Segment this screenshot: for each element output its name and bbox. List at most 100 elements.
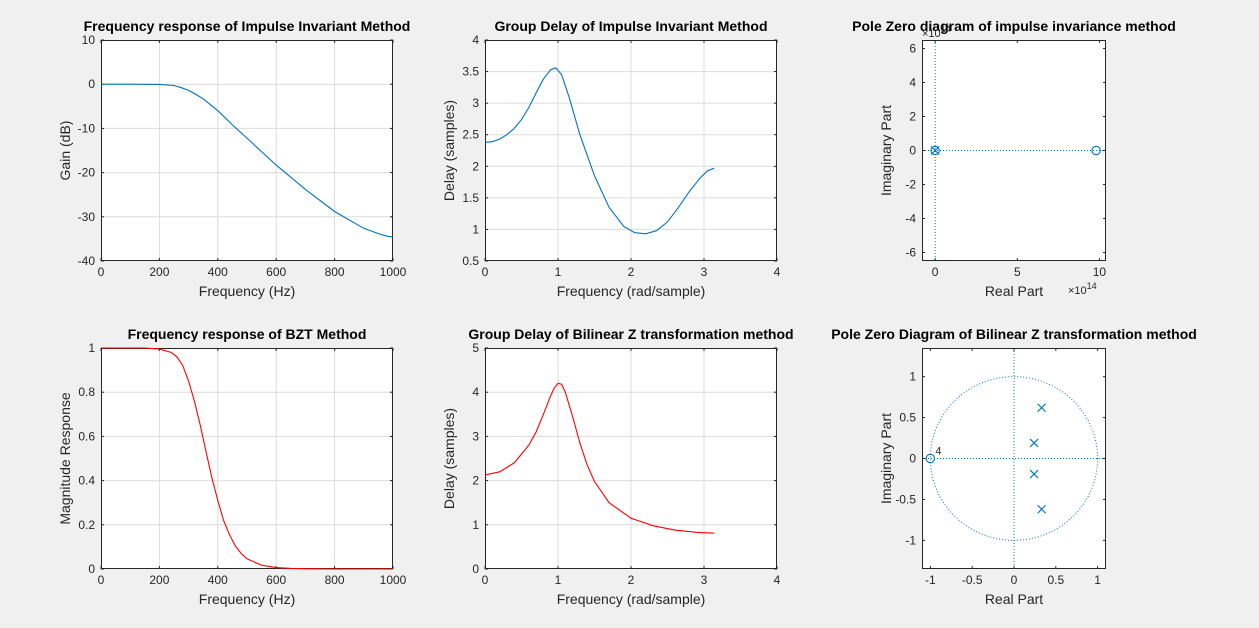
y-tick-label: -20 <box>78 166 96 180</box>
pole-marker <box>1037 504 1046 514</box>
y-tick-label: 0 <box>909 144 916 158</box>
y-axis-label: Imaginary Part <box>878 105 894 196</box>
y-tick-label: -1 <box>905 533 916 547</box>
series-line <box>484 382 715 534</box>
y-tick-label: -40 <box>78 254 96 268</box>
x-axis-label: Frequency (rad/sample) <box>557 283 706 299</box>
series-line <box>484 67 715 235</box>
axes-background <box>101 348 393 569</box>
x-tick-label: 800 <box>325 265 345 279</box>
x-tick-label: 0 <box>1011 573 1018 587</box>
y-axis-label: Magnitude Response <box>57 392 73 525</box>
x-tick-label: 4 <box>774 265 781 279</box>
x-tick-label: 400 <box>208 573 228 587</box>
pole-marker <box>930 146 940 155</box>
x-axis-label: Frequency (Hz) <box>199 283 295 299</box>
x-tick-label: -1 <box>925 573 936 587</box>
y-tick-label: 4 <box>909 76 916 90</box>
y-tick-label: 0.8 <box>78 385 95 399</box>
x-tick-label: 1 <box>1094 573 1101 587</box>
y-tick-label: 0.5 <box>462 254 479 268</box>
axes-background <box>101 40 393 261</box>
pole-marker <box>1029 469 1039 479</box>
x-tick-label: 2 <box>628 573 635 587</box>
y-tick-label: -0.5 <box>895 492 916 506</box>
y-axis-label: Delay (samples) <box>441 100 457 201</box>
x-tick-label: -0.5 <box>962 573 983 587</box>
y-axis-label: Delay (samples) <box>441 408 457 509</box>
x-axis-label: Frequency (rad/sample) <box>557 591 706 607</box>
y-tick-label: 4 <box>472 33 479 47</box>
chart-title: Pole Zero diagram of impulse invariance … <box>852 18 1176 34</box>
pole-marker <box>1029 438 1039 448</box>
y-tick-label: 1 <box>909 370 916 384</box>
y-tick-label: 1 <box>88 341 95 355</box>
x-tick-label: 0 <box>482 573 489 587</box>
x-tick-label: 1000 <box>380 265 407 279</box>
plot-p3: 0 5 10 -6 -4 -2 0 2 4 6 Pole Zero diagram of impul… <box>852 18 1176 299</box>
y-tick-label: 1.5 <box>462 191 479 205</box>
y-tick-label: 1 <box>472 222 479 236</box>
x-tick-label: 4 <box>774 573 781 587</box>
x-axis-label: Real Part <box>985 591 1043 607</box>
chart-title: Group Delay of Bilinear Z transformation… <box>468 326 793 342</box>
x-tick-label: 3 <box>701 265 708 279</box>
y-tick-label: -2 <box>905 178 916 192</box>
zero-marker <box>1091 145 1101 156</box>
y-tick-label: 3.5 <box>462 65 479 79</box>
y-tick-label: -10 <box>78 121 96 135</box>
y-tick-label: 0 <box>472 562 479 576</box>
y-tick-label: 0.5 <box>899 411 916 425</box>
x-tick-label: 1 <box>555 573 562 587</box>
y-axis-label: Imaginary Part <box>878 413 894 504</box>
y-tick-label: 0 <box>88 562 95 576</box>
axes-box <box>101 348 393 569</box>
y-exponent-label: ×1014 <box>922 24 951 40</box>
plot-p6: -1 -0.5 0 0.5 1 -1 -0.5 0 0.5 1 Pole Zero Diagram … <box>831 326 1197 607</box>
y-tick-label: 5 <box>472 341 479 355</box>
plot-p4: 0 200 400 600 800 1000 0 0.2 0.4 0.6 0.8 1 Frequency… <box>57 326 407 607</box>
chart-title: Frequency response of Impulse Invariant … <box>84 18 411 34</box>
y-axis-label: Gain (dB) <box>57 121 73 181</box>
x-tick-label: 800 <box>325 573 345 587</box>
y-tick-label: 1 <box>472 518 479 532</box>
x-tick-label: 600 <box>266 265 286 279</box>
y-tick-label: 0 <box>909 452 916 466</box>
y-tick-label: 2 <box>472 474 479 488</box>
x-axis-label: Frequency (Hz) <box>199 591 295 607</box>
y-tick-label: 3 <box>472 429 479 443</box>
x-axis-label: Real Part <box>985 283 1043 299</box>
y-tick-label: 0.4 <box>78 474 95 488</box>
x-tick-label: 3 <box>701 573 708 587</box>
x-tick-label: 0 <box>932 265 939 279</box>
y-tick-label: -6 <box>905 246 916 260</box>
zero-marker <box>930 145 940 156</box>
chart-title: Pole Zero Diagram of Bilinear Z transfor… <box>831 326 1197 342</box>
pole-marker <box>1037 403 1046 413</box>
chart-title: Group Delay of Impulse Invariant Method <box>494 18 767 34</box>
series-line <box>101 347 393 570</box>
x-tick-label: 0.5 <box>1047 573 1064 587</box>
x-tick-label: 1 <box>555 265 562 279</box>
axes-box <box>101 40 393 261</box>
y-tick-label: 2 <box>472 159 479 173</box>
x-tick-label: 0 <box>98 573 105 587</box>
x-tick-label: 0 <box>98 265 105 279</box>
x-tick-label: 10 <box>1093 265 1107 279</box>
x-tick-label: 200 <box>149 265 169 279</box>
y-tick-label: 6 <box>909 42 916 56</box>
chart-title: Frequency response of BZT Method <box>128 326 367 342</box>
y-tick-label: 10 <box>82 33 96 47</box>
y-tick-label: 2 <box>909 110 916 124</box>
y-tick-label: -30 <box>78 210 96 224</box>
y-tick-label: 0 <box>88 77 95 91</box>
x-tick-label: 200 <box>149 573 169 587</box>
series-line <box>101 83 394 238</box>
x-tick-label: 600 <box>266 573 286 587</box>
plot-p2: 0 1 2 3 4 0.5 1 1.5 2 2.5 3 3.5 4 Group Delay of Impu… <box>441 18 781 299</box>
zero-multiplicity-label: 4 <box>935 446 941 458</box>
x-tick-label: 2 <box>628 265 635 279</box>
x-tick-label: 1000 <box>380 573 407 587</box>
